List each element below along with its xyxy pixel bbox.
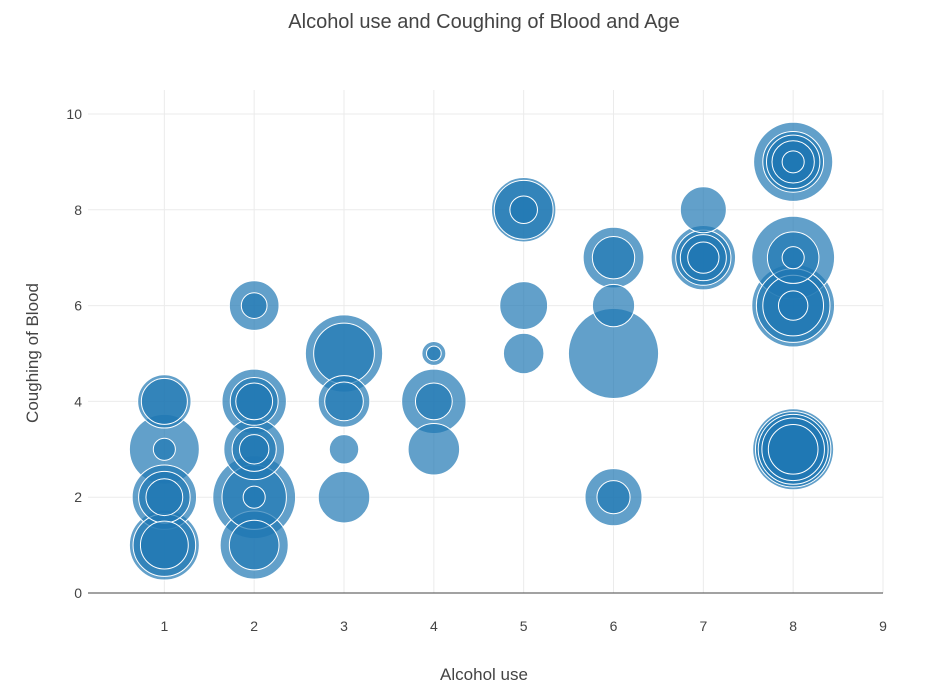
bubble-markers: [128, 121, 836, 581]
bubble-point: [781, 246, 805, 270]
bubble-point: [767, 423, 819, 475]
y-tick-label: 0: [74, 585, 82, 601]
x-tick-label: 6: [610, 618, 618, 634]
bubble-point: [145, 478, 184, 517]
bubble-point: [139, 520, 189, 570]
y-tick-label: 8: [74, 202, 82, 218]
bubble-point: [242, 485, 266, 509]
chart-title: Alcohol use and Coughing of Blood and Ag…: [288, 11, 679, 33]
bubble-point: [228, 519, 280, 571]
x-tick-label: 3: [340, 618, 348, 634]
bubble-point: [679, 186, 727, 234]
bubble-point: [499, 281, 549, 330]
bubble-point: [317, 470, 371, 524]
bubble-point: [414, 382, 453, 421]
x-tick-label: 5: [520, 618, 528, 634]
bubble-point: [596, 480, 631, 515]
x-tick-label: 1: [160, 618, 168, 634]
x-axis-title: Alcohol use: [440, 665, 528, 684]
bubble-point: [502, 332, 545, 375]
x-tick-label: 7: [699, 618, 707, 634]
y-tick-label: 2: [74, 489, 82, 505]
y-tick-label: 6: [74, 298, 82, 314]
bubble-point: [240, 292, 268, 319]
bubble-point: [687, 241, 720, 274]
y-tick-label: 10: [66, 106, 82, 122]
x-tick-label: 9: [879, 618, 887, 634]
bubble-point: [591, 236, 636, 280]
bubble-point: [407, 423, 461, 476]
bubble-point: [328, 434, 360, 465]
y-tick-label: 4: [74, 393, 82, 409]
x-tick-label: 4: [430, 618, 438, 634]
bubble-point: [238, 434, 270, 465]
y-axis-title: Coughing of Blood: [23, 283, 42, 423]
tick-labels: 1 2 3 4 5 6 7 8 9 0 2 4 6 8 10: [66, 106, 887, 634]
bubble-point: [313, 322, 375, 385]
x-tick-label: 8: [789, 618, 797, 634]
bubble-point: [152, 437, 176, 461]
bubble-point: [781, 150, 805, 174]
bubble-point: [509, 195, 538, 225]
x-tick-label: 2: [250, 618, 258, 634]
bubble-point: [777, 290, 809, 321]
bubble-point: [140, 377, 188, 425]
bubble-point: [591, 283, 636, 328]
bubble-point: [324, 381, 364, 422]
bubble-point: [425, 345, 442, 362]
bubble-point: [235, 382, 274, 421]
